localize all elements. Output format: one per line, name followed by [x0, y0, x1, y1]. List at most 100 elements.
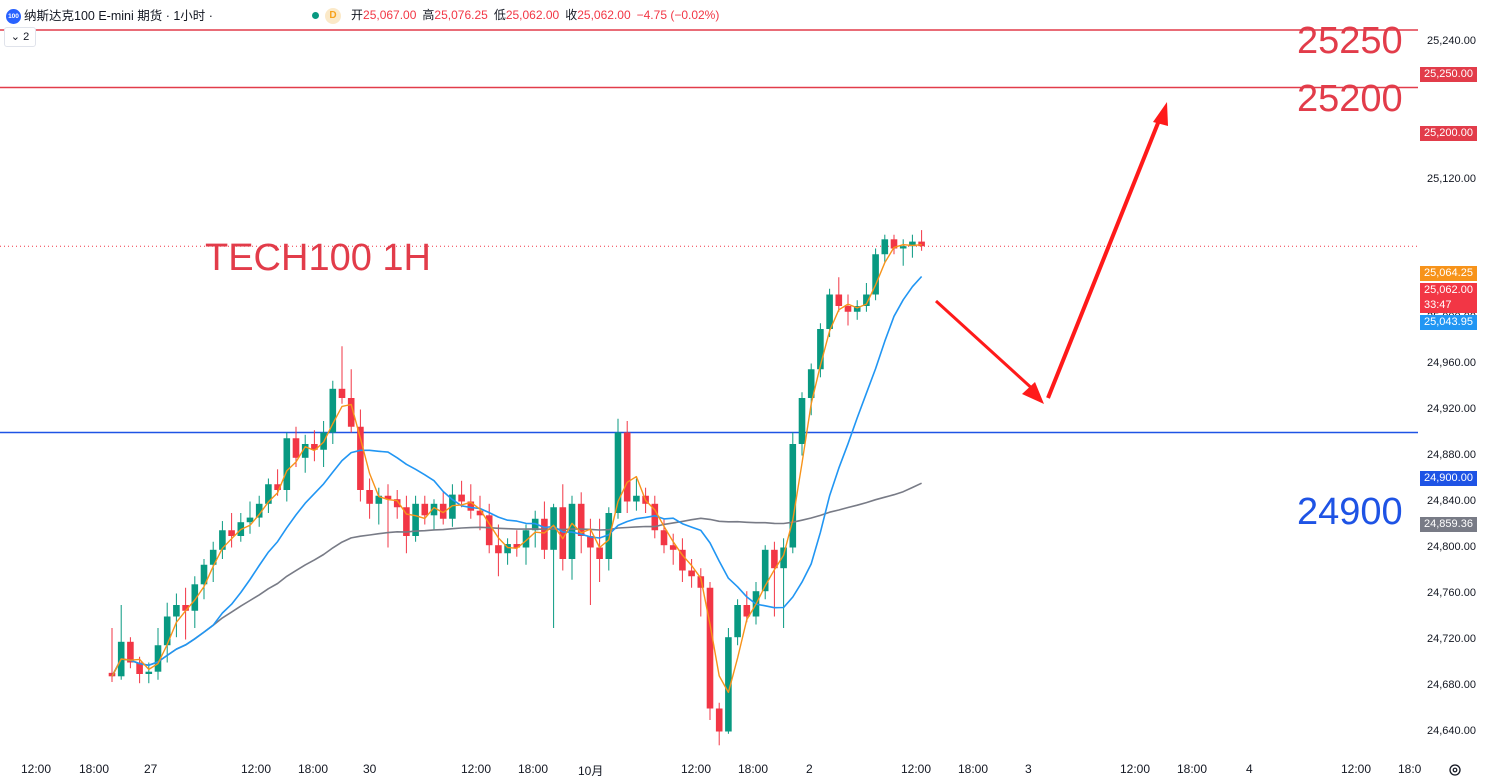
candle-body [835, 294, 843, 306]
candle-body [743, 605, 751, 617]
symbol-logo-icon: 100 [6, 9, 21, 25]
candle-body [495, 545, 502, 554]
candle-body [200, 564, 208, 585]
candle-body [265, 484, 272, 504]
candle-body [605, 513, 613, 559]
candle-body [623, 432, 631, 502]
time-axis-tick: 18:00 [1177, 762, 1208, 776]
chart-settings-gear-icon[interactable] [1447, 762, 1463, 778]
projection-arrow-down-head [1022, 382, 1044, 404]
candle-body [504, 544, 511, 554]
candle [587, 518, 594, 605]
close-value: 25,062.00 [577, 8, 631, 22]
delayed-data-badge[interactable]: D [325, 7, 341, 24]
candle-body [771, 549, 778, 569]
candle [504, 538, 511, 565]
time-axis-tick: 18:00 [958, 762, 989, 776]
candle-body [127, 641, 134, 663]
candle-body [163, 616, 171, 646]
candle-body [798, 398, 806, 444]
candle [853, 300, 861, 320]
candle [715, 702, 723, 746]
price-axis-tick: 25,240.00 [1427, 34, 1476, 47]
candle [899, 239, 907, 266]
candle-body [136, 662, 143, 674]
price-tag-25250: 25,250.00 [1420, 67, 1477, 82]
candle [421, 495, 429, 525]
time-axis-tick: 12:00 [1120, 762, 1151, 776]
candle-body [918, 241, 925, 247]
candle [403, 495, 410, 554]
candle [458, 480, 465, 508]
candle [366, 478, 373, 519]
candle-body [522, 530, 530, 548]
candle [292, 426, 300, 467]
candle [559, 484, 567, 571]
candle [476, 495, 484, 531]
time-axis-tick: 12:00 [901, 762, 932, 776]
indicators-collapse-button[interactable]: ⌄ 2 [4, 27, 36, 47]
ma-gray-tag: 24,859.36 [1420, 517, 1477, 532]
candle-body [209, 549, 217, 565]
candle-body [384, 495, 392, 500]
candle-body [449, 494, 456, 519]
candle-body [485, 515, 493, 546]
candle [550, 503, 557, 628]
moving-average-gray [111, 482, 922, 677]
symbol-title[interactable]: 纳斯达克100 E-mini 期货 · 1小时 · [24, 9, 213, 23]
price-axis-tick: 24,680.00 [1427, 678, 1476, 691]
candle-body [301, 444, 309, 458]
candle-body [826, 294, 833, 329]
candle-body [154, 645, 162, 672]
candle-body [191, 584, 199, 611]
candle-body [467, 501, 475, 511]
high-value: 25,076.25 [434, 8, 488, 22]
candle [117, 605, 125, 680]
candle-body [651, 503, 659, 531]
candle [863, 283, 870, 312]
last-price-tag: 25,062.00 33:47 [1420, 283, 1477, 313]
candle [669, 533, 677, 565]
candle-body [660, 530, 668, 546]
candle [265, 478, 272, 513]
candle [430, 499, 438, 531]
time-axis-tick: 18:0 [1398, 762, 1422, 776]
candle [688, 559, 695, 588]
candle [246, 501, 254, 534]
open-value: 25,067.00 [363, 8, 417, 22]
level-label-24900: 24900 [1297, 491, 1403, 533]
candle [771, 541, 778, 617]
candle [191, 576, 199, 628]
candle-body [853, 306, 861, 312]
candle-body [292, 438, 300, 458]
price-tag-25200: 25,200.00 [1420, 126, 1477, 141]
candle-body [761, 549, 769, 592]
candle [338, 346, 346, 404]
candle-body [697, 576, 705, 588]
candle [108, 628, 116, 683]
time-axis-tick: 2 [806, 762, 813, 776]
candle [780, 538, 787, 628]
candle [301, 434, 309, 473]
level-label-25250: 25250 [1297, 20, 1403, 62]
candle [154, 628, 162, 680]
candle [393, 490, 401, 519]
time-axis-tick: 27 [144, 762, 158, 776]
time-axis-tick: 12:00 [241, 762, 272, 776]
candle [734, 599, 741, 646]
low-label: 低 [493, 8, 506, 22]
candle-body [688, 570, 695, 577]
candle-body [890, 239, 898, 249]
candle-body [541, 518, 548, 550]
candle [568, 495, 576, 580]
symbol-header[interactable]: 100 纳斯达克100 E-mini 期货 · 1小时 · [6, 5, 213, 25]
price-axis-tick: 24,960.00 [1427, 356, 1476, 369]
market-status-icon [312, 12, 319, 20]
candle-body [706, 587, 714, 709]
change-value: −4.75 (−0.02%) [636, 8, 720, 22]
time-axis-tick: 18:00 [738, 762, 769, 776]
candle-body [283, 438, 291, 490]
moving-average-orange [111, 243, 922, 694]
candle [541, 501, 548, 559]
